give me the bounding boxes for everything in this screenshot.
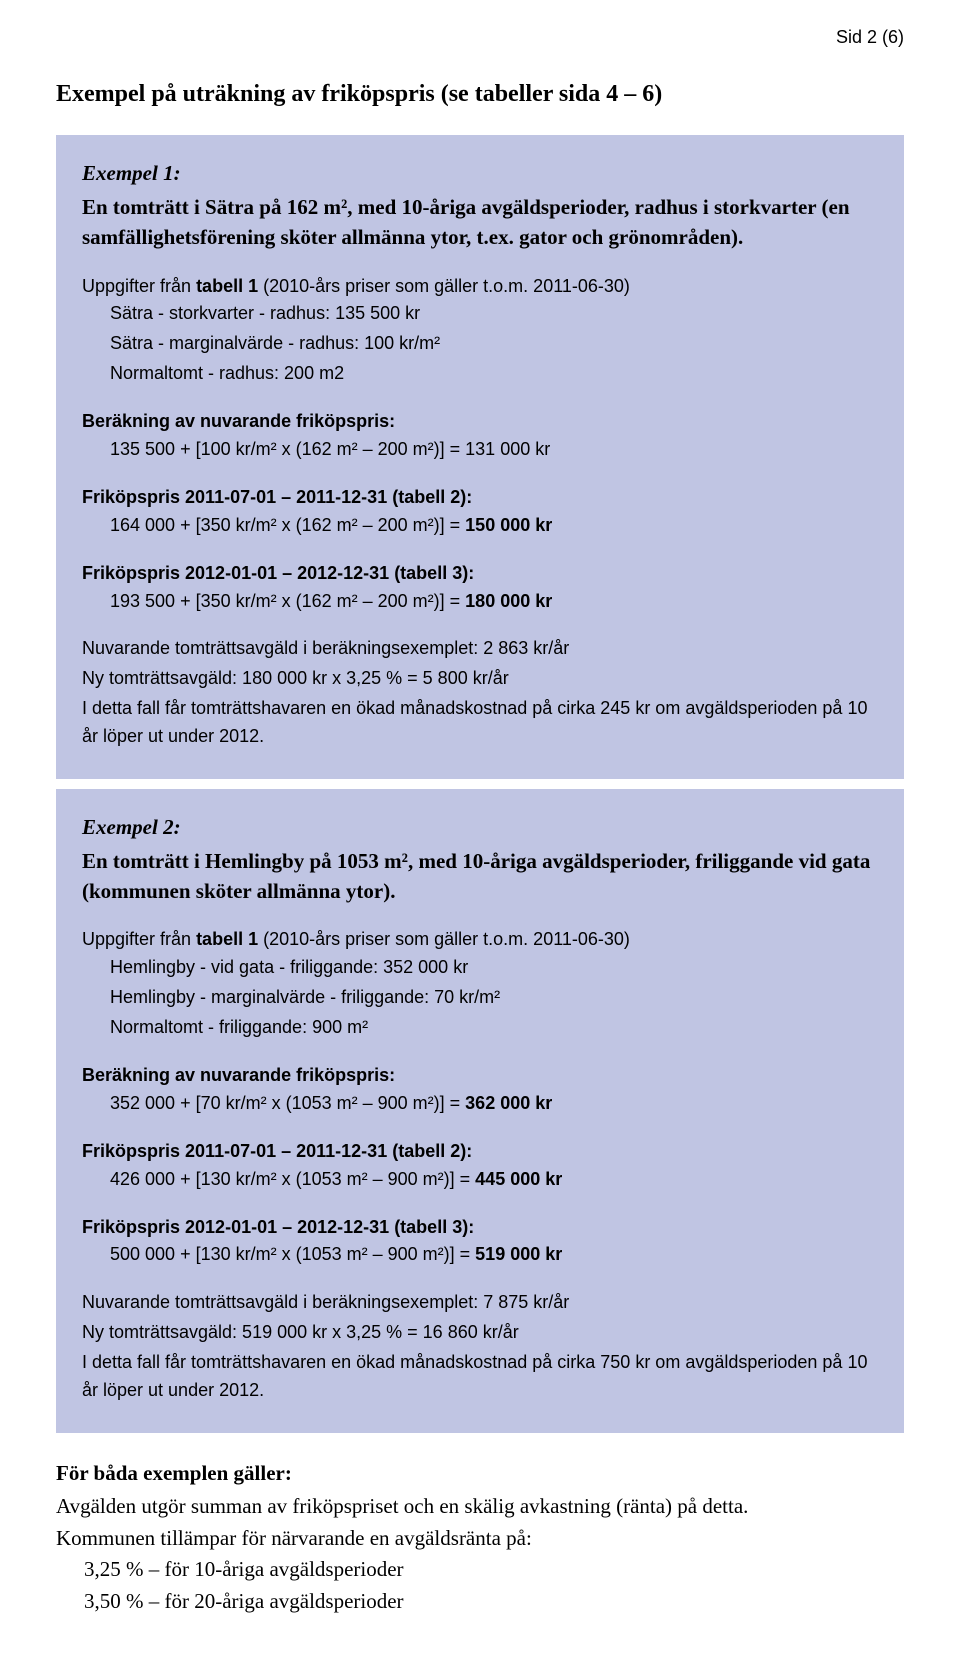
berakning-title: Beräkning av nuvarande friköpspris: — [82, 1062, 878, 1090]
summary-line-2: Ny tomträttsavgäld: 519 000 kr x 3,25 % … — [82, 1319, 878, 1347]
example-1-box: Exempel 1: En tomträtt i Sätra på 162 m²… — [56, 135, 904, 779]
frikop-2-value-pre: 193 500 + [350 kr/m² x (162 m² – 200 m²)… — [110, 591, 465, 611]
frikop-2-value-pre: 500 000 + [130 kr/m² x (1053 m² – 900 m²… — [110, 1244, 475, 1264]
frikop-1-value-pre: 164 000 + [350 kr/m² x (162 m² – 200 m²)… — [110, 515, 465, 535]
example-2-frikop-2: Friköpspris 2012-01-01 – 2012-12-31 (tab… — [82, 1214, 878, 1270]
berakning-value: 352 000 + [70 kr/m² x (1053 m² – 900 m²)… — [82, 1090, 878, 1118]
example-2-intro: En tomträtt i Hemlingby på 1053 m², med … — [82, 846, 878, 907]
example-1-title: Exempel 1: — [82, 157, 878, 190]
frikop-2-title: Friköpspris 2012-01-01 – 2012-12-31 (tab… — [82, 1214, 878, 1242]
example-1-frikop-2: Friköpspris 2012-01-01 – 2012-12-31 (tab… — [82, 560, 878, 616]
frikop-1-value-pre: 426 000 + [130 kr/m² x (1053 m² – 900 m²… — [110, 1169, 475, 1189]
uppgifter-bold: tabell 1 — [196, 929, 258, 949]
summary-line-2: Ny tomträttsavgäld: 180 000 kr x 3,25 % … — [82, 665, 878, 693]
uppgifter-value-1: Hemlingby - vid gata - friliggande: 352 … — [82, 954, 878, 982]
summary-line-1: Nuvarande tomträttsavgäld i beräkningsex… — [82, 1289, 878, 1317]
page-number: Sid 2 (6) — [56, 24, 904, 52]
example-2-box: Exempel 2: En tomträtt i Hemlingby på 10… — [56, 789, 904, 1433]
frikop-2-value: 193 500 + [350 kr/m² x (162 m² – 200 m²)… — [82, 588, 878, 616]
example-2-title: Exempel 2: — [82, 811, 878, 844]
footer-rate-2: 3,50 % – för 20-åriga avgäldsperioder — [56, 1586, 904, 1618]
frikop-1-value: 426 000 + [130 kr/m² x (1053 m² – 900 m²… — [82, 1166, 878, 1194]
footer-line-2: Kommunen tillämpar för närvarande en avg… — [56, 1523, 904, 1555]
footer-title: För båda exemplen gäller: — [56, 1457, 904, 1490]
uppgifter-prefix: Uppgifter från — [82, 929, 196, 949]
berakning-value-pre: 352 000 + [70 kr/m² x (1053 m² – 900 m²)… — [110, 1093, 465, 1113]
frikop-1-title: Friköpspris 2011-07-01 – 2011-12-31 (tab… — [82, 484, 878, 512]
uppgifter-value-2: Sätra - marginalvärde - radhus: 100 kr/m… — [82, 330, 878, 358]
footer-rate-1: 3,25 % – för 10-åriga avgäldsperioder — [56, 1554, 904, 1586]
summary-line-3: I detta fall får tomträttshavaren en öka… — [82, 695, 878, 751]
page-heading: Exempel på uträkning av friköpspris (se … — [56, 76, 904, 113]
page-container: Sid 2 (6) Exempel på uträkning av friköp… — [0, 0, 960, 1657]
example-1-uppgifter: Uppgifter från tabell 1 (2010-års priser… — [82, 273, 878, 389]
example-1-berakning: Beräkning av nuvarande friköpspris: 135 … — [82, 408, 878, 464]
uppgifter-value-3: Normaltomt - radhus: 200 m2 — [82, 360, 878, 388]
frikop-1-value-bold: 445 000 kr — [475, 1169, 562, 1189]
frikop-2-title: Friköpspris 2012-01-01 – 2012-12-31 (tab… — [82, 560, 878, 588]
uppgifter-suffix: (2010-års priser som gäller t.o.m. 2011-… — [258, 929, 630, 949]
uppgifter-bold: tabell 1 — [196, 276, 258, 296]
footer-line-1: Avgälden utgör summan av friköpspriset o… — [56, 1491, 904, 1523]
frikop-2-value-bold: 180 000 kr — [465, 591, 552, 611]
summary-line-1: Nuvarande tomträttsavgäld i beräkningsex… — [82, 635, 878, 663]
example-1-intro: En tomträtt i Sätra på 162 m², med 10-år… — [82, 192, 878, 253]
uppgifter-prefix: Uppgifter från — [82, 276, 196, 296]
frikop-2-value-bold: 519 000 kr — [475, 1244, 562, 1264]
example-2-berakning: Beräkning av nuvarande friköpspris: 352 … — [82, 1062, 878, 1118]
example-2-summary: Nuvarande tomträttsavgäld i beräkningsex… — [82, 1289, 878, 1405]
summary-line-3: I detta fall får tomträttshavaren en öka… — [82, 1349, 878, 1405]
example-1-summary: Nuvarande tomträttsavgäld i beräkningsex… — [82, 635, 878, 751]
example-1-frikop-1: Friköpspris 2011-07-01 – 2011-12-31 (tab… — [82, 484, 878, 540]
example-2-frikop-1: Friköpspris 2011-07-01 – 2011-12-31 (tab… — [82, 1138, 878, 1194]
frikop-2-value: 500 000 + [130 kr/m² x (1053 m² – 900 m²… — [82, 1241, 878, 1269]
footer-block: För båda exemplen gäller: Avgälden utgör… — [56, 1457, 904, 1618]
uppgifter-line: Uppgifter från tabell 1 (2010-års priser… — [82, 273, 878, 301]
berakning-value-bold: 362 000 kr — [465, 1093, 552, 1113]
uppgifter-line: Uppgifter från tabell 1 (2010-års priser… — [82, 926, 878, 954]
uppgifter-value-2: Hemlingby - marginalvärde - friliggande:… — [82, 984, 878, 1012]
frikop-1-value: 164 000 + [350 kr/m² x (162 m² – 200 m²)… — [82, 512, 878, 540]
uppgifter-suffix: (2010-års priser som gäller t.o.m. 2011-… — [258, 276, 630, 296]
berakning-title: Beräkning av nuvarande friköpspris: — [82, 408, 878, 436]
uppgifter-value-1: Sätra - storkvarter - radhus: 135 500 kr — [82, 300, 878, 328]
example-2-uppgifter: Uppgifter från tabell 1 (2010-års priser… — [82, 926, 878, 1042]
uppgifter-value-3: Normaltomt - friliggande: 900 m² — [82, 1014, 878, 1042]
berakning-value: 135 500 + [100 kr/m² x (162 m² – 200 m²)… — [82, 436, 878, 464]
frikop-1-value-bold: 150 000 kr — [465, 515, 552, 535]
frikop-1-title: Friköpspris 2011-07-01 – 2011-12-31 (tab… — [82, 1138, 878, 1166]
